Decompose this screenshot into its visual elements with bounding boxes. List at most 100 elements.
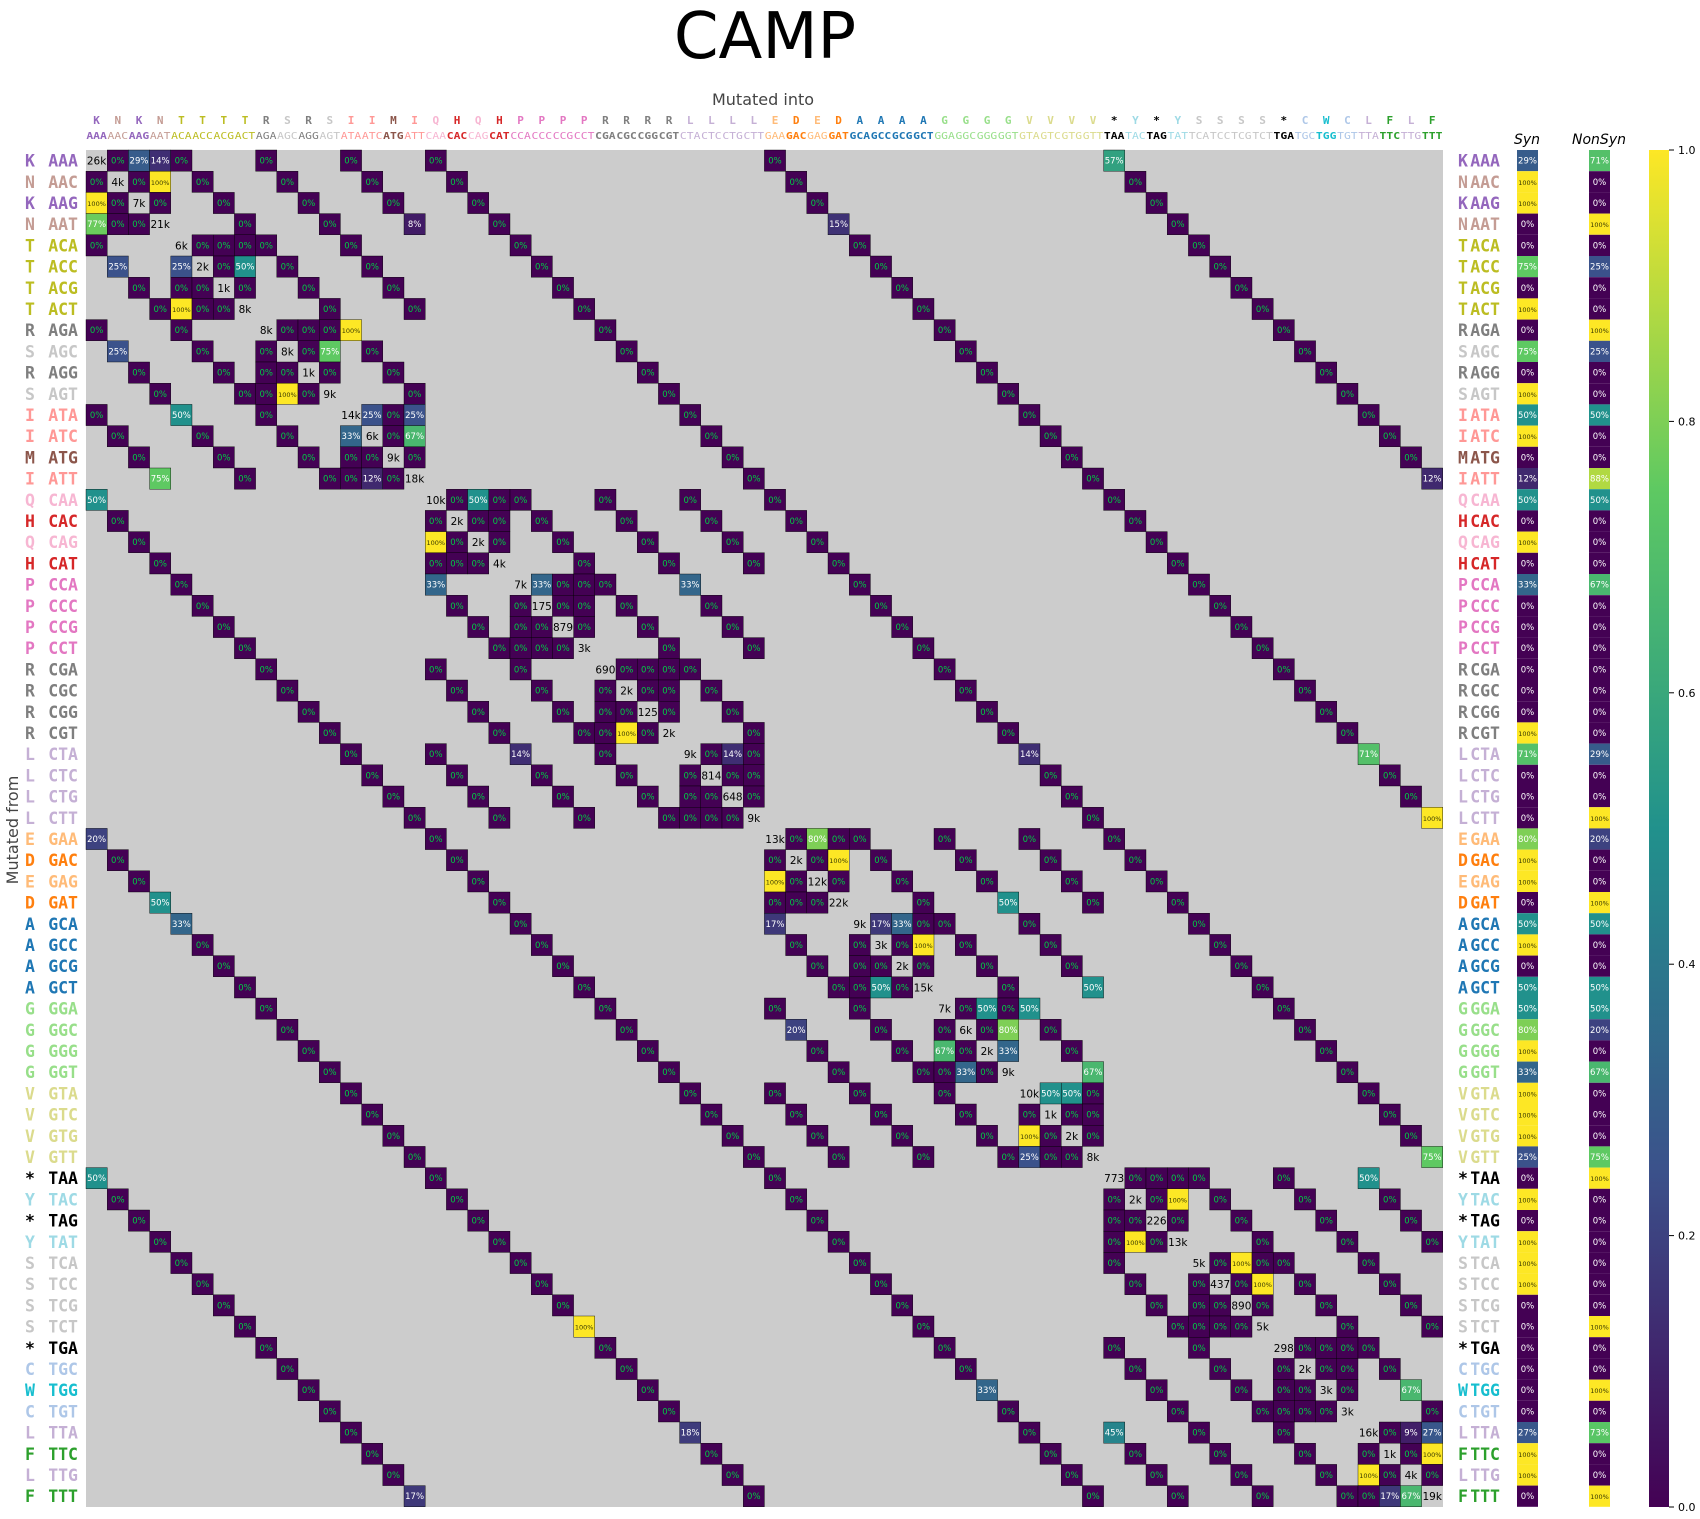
cell-label: 0% bbox=[895, 284, 909, 294]
syn-label: 100% bbox=[1518, 1196, 1537, 1204]
cell-label: 80% bbox=[808, 835, 827, 845]
right-aa-label: A bbox=[1458, 957, 1468, 976]
heatmap-cell bbox=[1018, 404, 1041, 426]
cell-label: 0% bbox=[1044, 1026, 1058, 1036]
right-codon-label: GCA bbox=[1470, 915, 1500, 934]
cell-label: 0% bbox=[175, 157, 189, 167]
cell-label: 0% bbox=[705, 602, 719, 612]
cell-label: 0% bbox=[832, 1068, 846, 1078]
syn-cell bbox=[1517, 786, 1538, 808]
diagonal-count-label: 648 bbox=[723, 792, 743, 804]
heatmap-cell bbox=[85, 234, 108, 257]
syn-label: 100% bbox=[1518, 433, 1537, 441]
cell-label: 0% bbox=[281, 178, 295, 188]
cell-label: 0% bbox=[493, 644, 507, 654]
heatmap-cell bbox=[361, 1103, 384, 1126]
right-codon-label: AAG bbox=[1470, 194, 1500, 213]
diagonal-count-label: 298 bbox=[1274, 1343, 1294, 1355]
row-aa-label: H bbox=[25, 512, 35, 531]
cell-label: 0% bbox=[1213, 1365, 1227, 1375]
heatmap-cell bbox=[297, 192, 320, 214]
heatmap-cell bbox=[700, 510, 723, 532]
cell-label: 0% bbox=[620, 347, 634, 357]
cell-label: 0% bbox=[1362, 411, 1376, 421]
syn-label: 100% bbox=[1518, 179, 1537, 187]
heatmap-cell bbox=[827, 1230, 850, 1253]
cell-label: 0% bbox=[789, 1195, 803, 1205]
heatmap-cell bbox=[212, 616, 235, 638]
cell-label: 75% bbox=[151, 475, 170, 485]
right-aa-label: W bbox=[1458, 1381, 1468, 1400]
syn-label: 71% bbox=[1518, 750, 1537, 760]
diagonal-count-label: 1k bbox=[1044, 1110, 1058, 1122]
cell-label: 0% bbox=[1129, 517, 1143, 527]
column-codon-label: TCG bbox=[1231, 131, 1252, 142]
column-aa-label: L bbox=[750, 114, 757, 127]
right-codon-label: AAC bbox=[1470, 173, 1500, 192]
cell-label: 0% bbox=[726, 1132, 740, 1142]
cell-label: 0% bbox=[175, 581, 189, 591]
diagonal-count-label: 1k bbox=[302, 368, 316, 380]
heatmap-cell bbox=[1336, 1061, 1359, 1083]
heatmap-cell bbox=[1018, 828, 1041, 850]
row-codon-label: TGC bbox=[48, 1360, 78, 1379]
heatmap-cell bbox=[1251, 637, 1274, 659]
right-codon-label: CAA bbox=[1470, 491, 1500, 510]
syn-label: 0% bbox=[1521, 899, 1535, 909]
heatmap-cell bbox=[403, 298, 426, 320]
syn-cell bbox=[1517, 1061, 1538, 1083]
column-codon-label: TAC bbox=[1125, 131, 1146, 142]
cell-label: 0% bbox=[323, 1068, 337, 1078]
column-codon-label: GCA bbox=[850, 131, 871, 142]
right-codon-label: CGC bbox=[1470, 682, 1500, 701]
cell-label: 0% bbox=[959, 347, 973, 357]
cell-label: 0% bbox=[832, 877, 846, 887]
heatmap-cell bbox=[1400, 1379, 1422, 1401]
cell-label: 0% bbox=[259, 665, 273, 675]
diagonal-count-label: 4k bbox=[493, 558, 507, 570]
cell-label: 0% bbox=[1129, 1174, 1143, 1184]
cell-label: 0% bbox=[1319, 1344, 1333, 1354]
nonsyn-cell bbox=[1589, 870, 1610, 892]
column-codon-label: AGC bbox=[277, 131, 298, 142]
right-codon-label: ATC bbox=[1470, 427, 1500, 446]
right-codon-label: ACT bbox=[1470, 300, 1500, 319]
diagonal-count-label: 2k bbox=[472, 537, 486, 549]
cell-label: 14% bbox=[1020, 750, 1039, 760]
cell-label: 0% bbox=[938, 1344, 952, 1354]
right-aa-label: H bbox=[1458, 512, 1468, 531]
nonsyn-cell bbox=[1589, 552, 1610, 574]
heatmap-cell bbox=[1145, 870, 1168, 893]
nonsyn-label: 0% bbox=[1593, 644, 1607, 654]
syn-label: 0% bbox=[1521, 1301, 1535, 1311]
cell-label: 0% bbox=[726, 623, 740, 633]
heatmap-cell bbox=[403, 213, 426, 236]
syn-label: 100% bbox=[1518, 391, 1537, 399]
heatmap-cell bbox=[1378, 1188, 1401, 1211]
column-aa-label: C bbox=[1302, 114, 1309, 127]
cell-label: 0% bbox=[811, 899, 825, 909]
row-aa-label: V bbox=[25, 1106, 35, 1125]
cell-label: 100% bbox=[1423, 1451, 1442, 1459]
cell-label: 0% bbox=[556, 284, 570, 294]
nonsyn-label: 0% bbox=[1593, 877, 1607, 887]
nonsyn-cell bbox=[1589, 277, 1610, 299]
cell-label: 0% bbox=[662, 644, 676, 654]
cell-label: 0% bbox=[217, 453, 231, 463]
heatmap-cell bbox=[234, 637, 256, 659]
cell-label: 0% bbox=[938, 835, 952, 845]
heatmap-cell bbox=[891, 1294, 913, 1317]
cell-label: 0% bbox=[1171, 1407, 1185, 1417]
heatmap-cell bbox=[446, 849, 468, 871]
cell-label: 0% bbox=[1001, 1005, 1015, 1015]
heatmap-cell bbox=[425, 573, 447, 596]
heatmap-cell bbox=[1315, 1209, 1337, 1232]
syn-label: 33% bbox=[1518, 1068, 1537, 1078]
cell-label: 0% bbox=[705, 814, 719, 824]
right-aa-label: M bbox=[1458, 448, 1468, 467]
heatmap-cell bbox=[933, 658, 956, 681]
heatmap-cell bbox=[827, 1146, 850, 1168]
cell-label: 0% bbox=[1065, 1047, 1079, 1057]
column-codon-label: GAG bbox=[807, 131, 828, 142]
cell-label: 0% bbox=[344, 1429, 358, 1439]
